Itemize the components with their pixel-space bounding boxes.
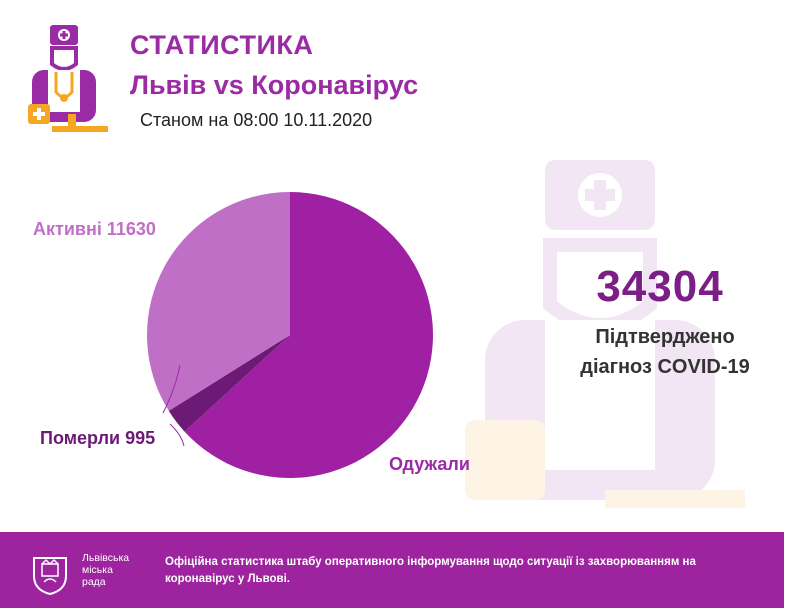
caption-line-1: Підтверджено bbox=[595, 326, 735, 348]
org-line-2: міська bbox=[82, 564, 113, 576]
footer-note: Офіційна статистика штабу оперативного і… bbox=[165, 556, 696, 585]
leader-line-died bbox=[169, 423, 185, 447]
pie-slice-died bbox=[168, 335, 290, 432]
doctor-logo-icon bbox=[28, 25, 108, 132]
page-subtitle: Львів vs Коронавірус bbox=[130, 70, 419, 100]
footer-bar: Львівська міська рада Офіційна статистик… bbox=[0, 532, 784, 608]
date-stamp: Станом на 08:00 10.11.2020 bbox=[140, 110, 373, 130]
slice-label-died: Померли 995 bbox=[40, 428, 155, 448]
org-line-1: Львівська bbox=[82, 552, 130, 564]
pie-slice-active bbox=[147, 192, 290, 411]
leader-line-active bbox=[162, 364, 181, 414]
edge-strip bbox=[784, 0, 800, 608]
status-pie-chart: Активні 11630 Померли 995 Одужали 21679 bbox=[33, 192, 470, 479]
city-council-name: Львівська міська рада bbox=[82, 552, 142, 588]
slice-label-recovered: Одужали 21679 bbox=[389, 454, 470, 474]
doctor-watermark-icon bbox=[465, 160, 745, 508]
total-confirmed-caption: Підтверджено діагноз COVID-19 bbox=[540, 322, 790, 382]
city-council-crest-icon bbox=[33, 557, 67, 596]
leader-line-recovered bbox=[372, 397, 411, 441]
pie-slice-recovered bbox=[184, 192, 433, 479]
slice-label-active: Активні 11630 bbox=[33, 219, 156, 239]
caption-line-2: діагноз COVID-19 bbox=[580, 356, 750, 378]
page-title: СТАТИСТИКА bbox=[130, 30, 314, 60]
org-line-3: рада bbox=[82, 576, 106, 588]
total-confirmed-value: 34304 bbox=[596, 262, 724, 311]
